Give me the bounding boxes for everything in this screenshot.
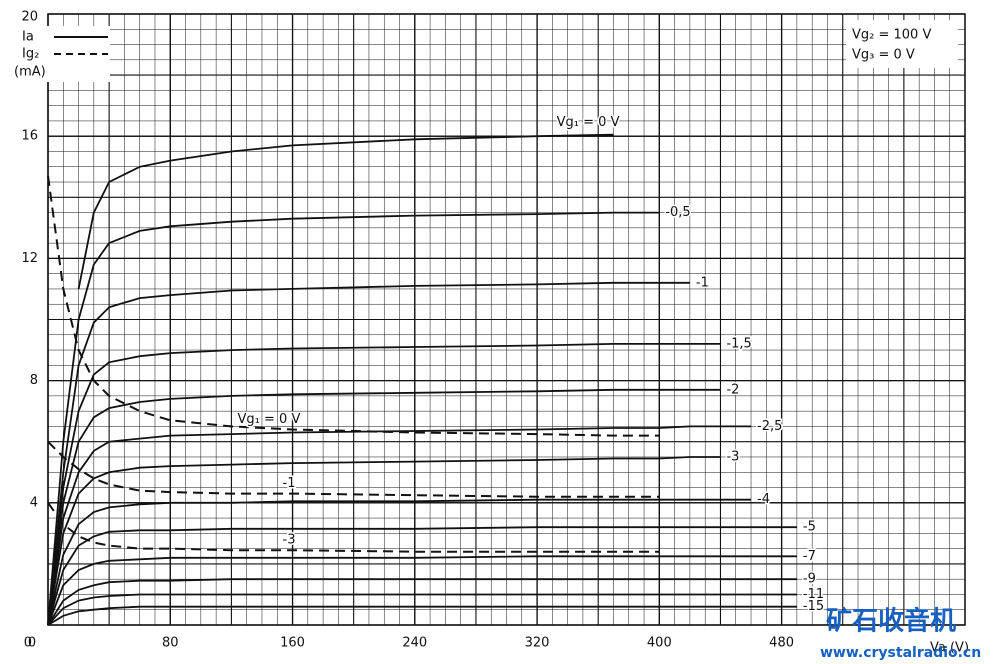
- y-tick-label: 12: [21, 251, 38, 266]
- y-tick-label: 0: [24, 636, 32, 651]
- x-tick-label: 240: [402, 636, 427, 651]
- legend-label: Ia: [22, 30, 34, 45]
- x-axis-label: Va (V): [930, 641, 969, 656]
- series-label: -1,5: [726, 336, 751, 351]
- series-line: [47, 440, 660, 498]
- y-tick-label: 16: [21, 129, 38, 144]
- y-tick-label: 4: [30, 495, 38, 510]
- annotation: Vg₂ = 100 V: [852, 28, 931, 43]
- series-label: Vg₁ = 0 V: [557, 115, 620, 130]
- series-line: [47, 605, 797, 626]
- series-line: [47, 578, 797, 626]
- series-line: [47, 388, 721, 626]
- series-label: -0,5: [665, 205, 690, 220]
- x-tick-label: 320: [525, 636, 550, 651]
- series-line: [47, 425, 751, 626]
- x-tick-label: 400: [647, 636, 672, 651]
- series-line: [47, 498, 751, 626]
- x-tick-label: 160: [280, 636, 305, 651]
- series-label: -3: [283, 533, 296, 548]
- plot: 0 80 160 240 320 400 480 0 4 8 12 16 20 Vg₁ = 0 V -0,5…: [21, 10, 966, 651]
- series-line: [47, 593, 797, 626]
- series-line: [47, 211, 660, 626]
- watermark-url: www.crystalradio.cn: [820, 645, 981, 661]
- series-line: [47, 456, 721, 626]
- series-label: -2: [726, 382, 739, 397]
- x-tick-label: 480: [769, 636, 794, 651]
- series-line: [77, 133, 614, 290]
- series-line: [47, 555, 797, 626]
- series-label: -7: [803, 549, 816, 564]
- y-unit: (mA): [14, 65, 46, 80]
- y-tick-label: 8: [30, 373, 38, 388]
- series-label: -2,5: [757, 419, 782, 434]
- series-label: -9: [803, 572, 816, 587]
- series-label: -4: [757, 492, 770, 507]
- series-line: [47, 281, 690, 626]
- series-label: -15: [803, 599, 824, 614]
- series-label: -3: [726, 449, 739, 464]
- series-label: -1: [283, 476, 296, 491]
- legend-label: Ig₂: [22, 47, 39, 62]
- x-tick-label: 0: [28, 636, 36, 651]
- watermark-title: 矿石收音机: [826, 606, 956, 637]
- annotation: Vg₃ = 0 V: [852, 48, 915, 63]
- series-line: [47, 175, 660, 437]
- series-label: -1: [696, 275, 709, 290]
- x-tick-label: 80: [162, 636, 179, 651]
- annotation-box: [846, 20, 958, 68]
- series-line: [47, 343, 721, 626]
- series-label: -11: [803, 587, 824, 602]
- series-label: Vg₁ = 0 V: [238, 412, 301, 427]
- series-label: -5: [803, 520, 816, 535]
- y-tick-label: 20: [21, 10, 38, 25]
